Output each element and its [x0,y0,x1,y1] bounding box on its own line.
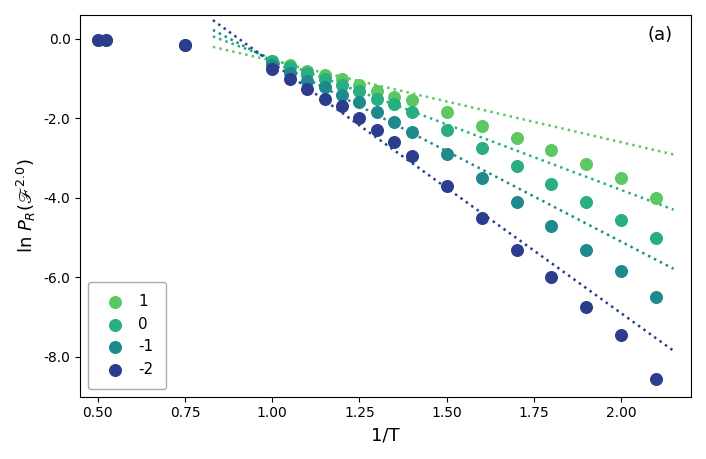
0 [371,95,383,102]
0 [511,162,522,170]
0 [389,101,400,108]
-1 [580,246,592,253]
0 [301,69,313,76]
-2 [580,303,592,311]
-2 [371,127,383,134]
X-axis label: 1/T: 1/T [371,426,400,444]
1 [354,81,365,88]
-2 [101,36,112,44]
1 [389,93,400,100]
-1 [371,109,383,116]
-2 [406,152,417,160]
-1 [354,99,365,106]
-1 [650,294,662,301]
1 [301,67,313,74]
-2 [92,36,103,44]
-2 [336,103,347,110]
-1 [319,83,330,90]
-1 [389,119,400,126]
-1 [336,91,347,98]
0 [441,127,453,134]
1 [616,174,627,182]
-2 [354,115,365,122]
0 [580,198,592,206]
0 [336,81,347,88]
1 [371,87,383,94]
-2 [301,85,313,92]
-1 [267,61,278,68]
-1 [179,41,191,49]
-2 [389,139,400,146]
-2 [511,246,522,253]
Legend: 1, 0, -1, -2: 1, 0, -1, -2 [88,282,166,389]
1 [650,194,662,202]
0 [650,234,662,241]
-2 [441,182,453,190]
1 [319,71,330,78]
1 [441,109,453,116]
-2 [267,65,278,73]
1 [511,134,522,142]
-1 [441,151,453,158]
Text: (a): (a) [647,27,673,45]
-1 [476,174,487,182]
0 [616,216,627,224]
1 [406,97,417,104]
0 [319,75,330,82]
1 [92,36,103,44]
0 [476,145,487,152]
-2 [616,331,627,339]
1 [476,123,487,130]
0 [546,180,557,188]
0 [406,109,417,116]
0 [354,87,365,94]
-1 [284,69,295,76]
-1 [511,198,522,206]
1 [546,146,557,154]
1 [101,36,112,44]
0 [267,57,278,64]
1 [284,61,295,68]
-2 [319,95,330,102]
-2 [546,274,557,281]
1 [336,75,347,82]
1 [580,161,592,168]
-1 [546,222,557,230]
0 [284,63,295,70]
-1 [301,77,313,84]
-2 [476,214,487,221]
Y-axis label: ln $P_R(\mathscr{F}^{2.0})$: ln $P_R(\mathscr{F}^{2.0})$ [15,158,38,253]
-2 [650,375,662,382]
-2 [284,75,295,82]
-1 [616,268,627,275]
-1 [406,129,417,136]
1 [267,57,278,64]
-2 [179,41,191,49]
